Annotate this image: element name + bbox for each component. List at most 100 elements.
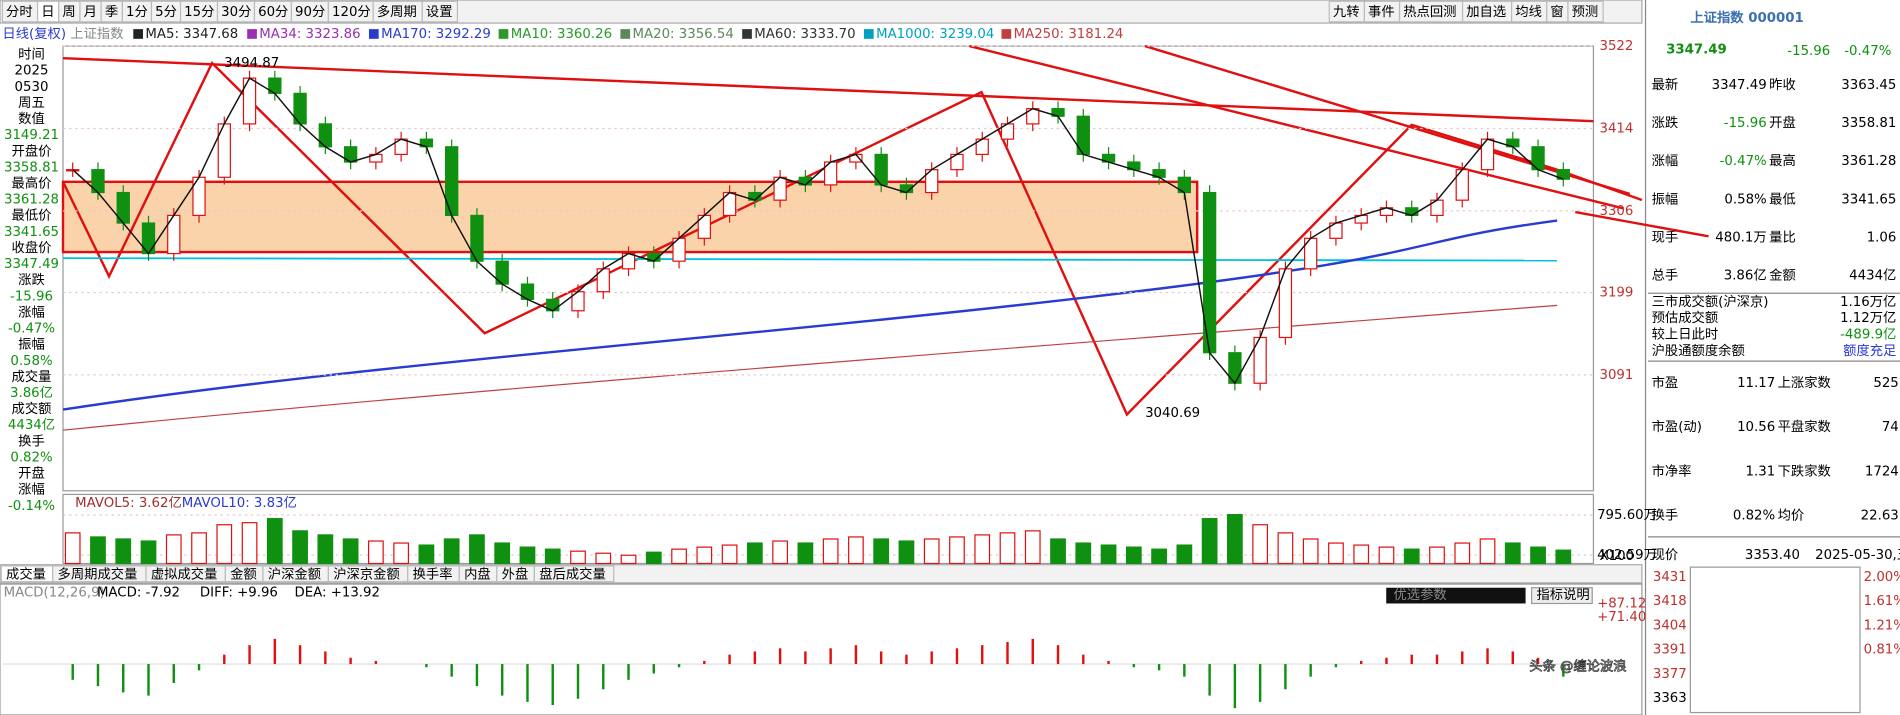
row-value: 3358.81 <box>1841 116 1896 131</box>
mini-right-label: 0.81% <box>1864 643 1900 658</box>
quote-change-pct: -0.47% <box>1844 44 1891 59</box>
volume-bar <box>317 534 334 565</box>
volume-bar <box>443 538 460 565</box>
volume-bar <box>266 518 283 565</box>
info-text: 开盘价 <box>12 142 52 159</box>
stat-value: 0.82% <box>1733 509 1775 524</box>
info-text: 涨幅 <box>18 482 45 498</box>
volume-bar <box>469 534 485 565</box>
quote-change: -15.96 <box>1787 44 1830 59</box>
row-label: 量比 <box>1769 230 1796 246</box>
period-label: 多周期 <box>377 3 417 20</box>
row-value: 480.1万 <box>1715 231 1766 246</box>
high-label: 3494.87 <box>224 56 279 71</box>
volume-bar <box>1024 530 1041 565</box>
ma-label: MA10: 3360.26 <box>511 27 612 42</box>
market-label: 预估成交额 <box>1652 309 1719 326</box>
volume-bar <box>216 524 233 565</box>
help-button[interactable] <box>1531 587 1593 605</box>
mini-left-label: 3404 <box>1653 618 1687 633</box>
stat-value: 1724 <box>1865 464 1899 479</box>
volume-bar <box>923 538 940 565</box>
info-text: 成交额 <box>12 400 52 417</box>
stat-label: 均价 <box>1778 508 1805 524</box>
volume-bar <box>1530 546 1546 565</box>
arrow <box>1575 210 1709 238</box>
volume-bar <box>64 532 81 565</box>
volume-bar <box>1378 546 1395 565</box>
tab-label: 虚拟成交量 <box>151 565 218 582</box>
period-label: 15分 <box>184 4 214 20</box>
info-text: -15.96 <box>10 289 53 304</box>
stat-label: 市盈(动) <box>1652 418 1702 435</box>
volume-bar <box>140 540 157 565</box>
row-label: 涨跌 <box>1652 115 1679 131</box>
volume-bar <box>1504 542 1521 565</box>
info-text: 0530 <box>15 80 49 95</box>
info-text: 4434亿 <box>8 417 55 433</box>
y-tick-label: 3414 <box>1599 121 1633 136</box>
volume-bar <box>1176 544 1193 565</box>
info-text: -0.14% <box>8 499 55 514</box>
volume-bar <box>342 538 359 565</box>
volume-bar <box>645 551 662 565</box>
info-text: 0.58% <box>10 354 52 369</box>
mini-left-label: 3377 <box>1653 667 1687 682</box>
dea-value: DEA: +13.92 <box>294 586 380 601</box>
param-box[interactable] <box>1386 587 1526 604</box>
ma-swatch <box>1001 29 1012 39</box>
stat-value: 525 <box>1873 376 1898 391</box>
info-text: 时间 <box>18 47 45 63</box>
info-text: 换手 <box>18 433 45 449</box>
ma-label: MA5: 3347.68 <box>145 27 238 42</box>
tool-button[interactable] <box>1567 0 1604 23</box>
market-label: 沪股通额度余额 <box>1652 342 1745 359</box>
ma-swatch <box>620 29 631 39</box>
macd-tick: +87.12 <box>1597 596 1646 611</box>
info-text: 振幅 <box>18 337 45 353</box>
tab-label: 成交量 <box>6 565 46 582</box>
y-tick-label: 3306 <box>1599 204 1633 219</box>
range-box <box>61 180 1199 254</box>
volume-bar <box>848 536 864 565</box>
volume-bar <box>772 540 788 565</box>
volume-bar <box>974 534 991 565</box>
stat-label: 市净率 <box>1652 462 1692 479</box>
market-label: 较上日此时 <box>1652 326 1719 342</box>
stat-label: 平盘家数 <box>1778 418 1831 435</box>
trend-line <box>969 44 1625 210</box>
tab-label: 沪深京金额 <box>333 566 400 582</box>
ma-swatch <box>742 29 752 39</box>
help-label: 指标说明 <box>1536 587 1589 603</box>
stat-label: 市盈 <box>1652 374 1679 391</box>
macd-value: MACD: -7.92 <box>97 586 180 601</box>
now-date: 2025-05-30,五 <box>1815 548 1900 563</box>
volume-tick-label: 795.60万 <box>1597 508 1657 523</box>
period-tab[interactable] <box>421 0 459 23</box>
volume-bar <box>620 554 637 565</box>
volume-bar <box>595 552 612 565</box>
row-label: 金额 <box>1769 268 1796 284</box>
volume-bar <box>746 542 763 565</box>
macd-title: MACD(12,26,9) <box>4 586 105 601</box>
volume-bar <box>822 538 839 565</box>
info-text: 3361.28 <box>4 193 59 208</box>
tool-label: 窗 <box>1550 3 1563 20</box>
volume-bar <box>1302 538 1319 565</box>
volume-bar <box>949 536 965 565</box>
ma5-line <box>72 77 1564 385</box>
ma-swatch <box>247 29 257 39</box>
stat-value: 22.63 <box>1861 509 1899 524</box>
stat-value: 1.31 <box>1746 464 1776 479</box>
tab-label: 多周期成交量 <box>58 565 138 582</box>
row-label: 现手 <box>1652 230 1679 246</box>
volume-bar <box>1555 549 1572 565</box>
tool-label: 热点回测 <box>1403 4 1456 20</box>
volume-bar <box>1353 544 1370 565</box>
volume-bar <box>191 532 207 565</box>
now-price: 3353.40 <box>1745 548 1800 563</box>
indicator-tab[interactable] <box>533 565 615 583</box>
volume-bar <box>165 534 182 565</box>
row-value: -15.96 <box>1724 116 1767 131</box>
volume-bar <box>1252 524 1269 565</box>
